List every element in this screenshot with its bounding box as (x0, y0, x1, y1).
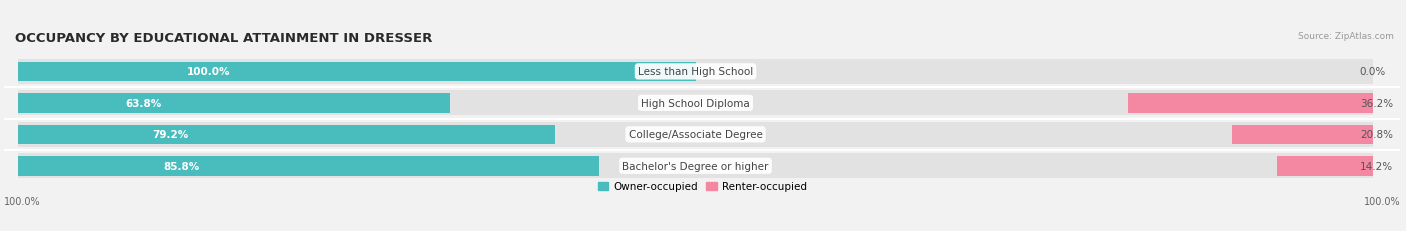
Bar (18, 94, 450, 113)
Text: OCCUPANCY BY EDUCATIONAL ATTAINMENT IN DRESSER: OCCUPANCY BY EDUCATIONAL ATTAINMENT IN D… (15, 32, 433, 45)
Text: 100.0%: 100.0% (187, 67, 231, 77)
Text: 85.8%: 85.8% (163, 161, 200, 171)
Bar (18, 125, 554, 144)
Text: Less than High School: Less than High School (638, 67, 754, 77)
Text: 79.2%: 79.2% (152, 130, 188, 140)
Bar (18, 156, 599, 176)
Bar (18, 91, 1374, 116)
Text: Source: ZipAtlas.com: Source: ZipAtlas.com (1298, 32, 1393, 41)
Text: 14.2%: 14.2% (1360, 161, 1393, 171)
Bar (18, 154, 1374, 179)
Bar (1277, 156, 1374, 176)
Legend: Owner-occupied, Renter-occupied: Owner-occupied, Renter-occupied (593, 177, 811, 196)
Bar (1232, 125, 1374, 144)
Text: 36.2%: 36.2% (1360, 98, 1393, 108)
Text: College/Associate Degree: College/Associate Degree (628, 130, 762, 140)
Bar (18, 60, 1374, 85)
Text: Bachelor's Degree or higher: Bachelor's Degree or higher (623, 161, 769, 171)
Bar (18, 122, 1374, 147)
Bar (18, 62, 696, 82)
Text: 100.0%: 100.0% (4, 197, 41, 207)
Text: 100.0%: 100.0% (1364, 197, 1400, 207)
Text: 63.8%: 63.8% (125, 98, 162, 108)
Text: High School Diploma: High School Diploma (641, 98, 749, 108)
Text: 20.8%: 20.8% (1360, 130, 1393, 140)
Text: 0.0%: 0.0% (1360, 67, 1386, 77)
Bar (1128, 94, 1374, 113)
